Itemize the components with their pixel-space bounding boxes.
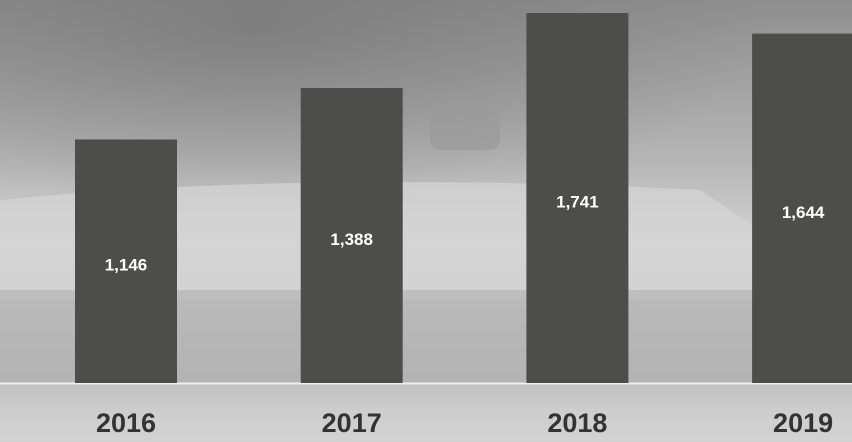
bar (75, 139, 177, 383)
bar (752, 33, 852, 384)
x-tick-label: 2018 (547, 408, 607, 438)
value-label: 1,644 (782, 203, 825, 222)
value-label: 1,388 (330, 230, 373, 249)
x-tick-label: 2019 (773, 408, 833, 438)
x-tick-label: 2016 (96, 408, 156, 438)
bar (300, 88, 403, 384)
bar (526, 13, 629, 383)
x-tick-label: 2017 (322, 408, 382, 438)
value-label: 1,741 (556, 193, 599, 212)
value-label: 1,146 (105, 256, 148, 275)
